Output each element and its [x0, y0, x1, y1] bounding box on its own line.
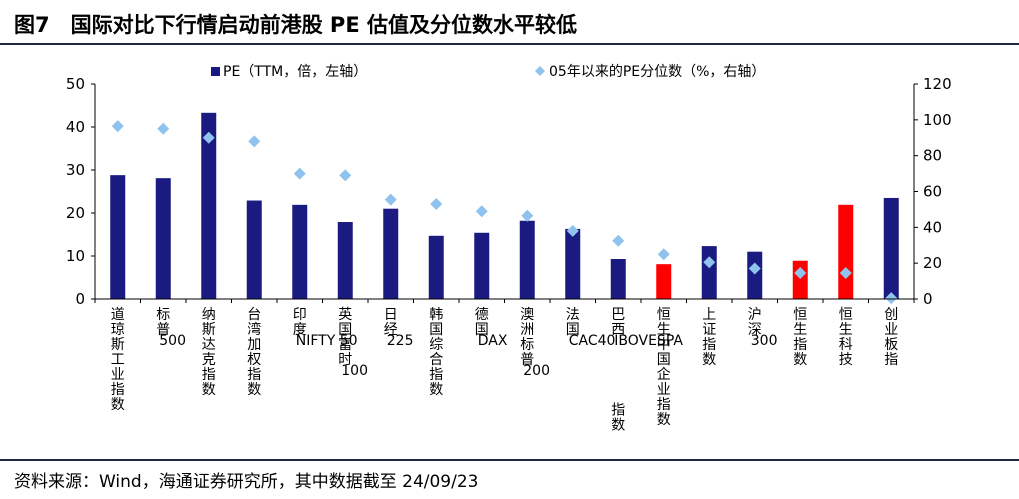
bar-11 — [610, 259, 626, 299]
category-label-15: 恒生指数 — [793, 307, 807, 368]
right-tick-label: 120 — [923, 75, 952, 93]
left-tick-label: 40 — [66, 118, 85, 136]
legend-bar-label: PE（TTM，倍，左轴） — [223, 64, 367, 80]
marker-7 — [430, 198, 443, 211]
category-label-10: 法国 CAC40 — [566, 307, 616, 349]
bar-1 — [155, 178, 171, 299]
category-label-1: 标普 500 — [156, 307, 186, 349]
bar-15 — [792, 260, 808, 299]
axes: 0 10 20 30 40 50 0 20 40 60 80 100 120 — [66, 75, 952, 308]
chart-title: 图7 国际对比下行情启动前港股 PE 估值及分位数水平较低 — [14, 13, 577, 37]
category-label-17: 创业板指 — [884, 307, 898, 368]
bar-13 — [701, 246, 717, 299]
bar-9 — [519, 220, 535, 299]
bar-17 — [883, 197, 899, 299]
title-rule — [0, 43, 1019, 45]
category-label-7: 韩国综合指数 — [429, 307, 443, 398]
bars — [110, 112, 899, 299]
category-label-13: 上证指数 — [702, 307, 716, 368]
bar-4 — [292, 204, 308, 299]
chart: PE（TTM，倍，左轴） 05年以来的PE分位数（%，右轴） 0 10 20 30 40 5… — [66, 64, 952, 434]
marker-1 — [157, 122, 170, 135]
title-bar: 图7 国际对比下行情启动前港股 PE 估值及分位数水平较低 — [0, 0, 1019, 44]
bar-3 — [246, 200, 262, 299]
legend-marker-label: 05年以来的PE分位数（%，右轴） — [549, 64, 765, 80]
marker-9 — [521, 209, 534, 222]
category-label-12: 恒生中国企业指数 — [657, 307, 671, 428]
bar-2 — [201, 112, 217, 299]
category-label-3: 台湾加权指数 — [247, 307, 261, 398]
category-label-4: 印度 NIFTY 50 — [293, 307, 358, 349]
marker-3 — [248, 135, 261, 148]
category-label-11: 巴西 IBOVESPA 指数 — [611, 307, 683, 434]
marker-13 — [703, 256, 716, 269]
marker-4 — [293, 167, 306, 180]
left-tick-label: 10 — [66, 247, 85, 265]
category-label-8: 德国 DAX — [475, 307, 508, 349]
category-label-6: 日经 225 — [384, 307, 414, 349]
bar-10 — [565, 228, 581, 299]
marker-12 — [657, 248, 670, 261]
bar-6 — [383, 208, 399, 299]
marker-6 — [384, 193, 397, 206]
source-note: 资料来源：Wind，海通证券研究所，其中数据截至 24/09/23 — [14, 472, 479, 492]
right-tick-label: 0 — [923, 290, 933, 308]
left-tick-label: 30 — [66, 161, 85, 179]
marker-15 — [794, 267, 807, 280]
right-tick-label: 100 — [923, 111, 952, 129]
left-tick-label: 20 — [66, 204, 85, 222]
bar-7 — [428, 235, 444, 299]
markers — [111, 120, 898, 305]
category-label-5: 英国富时 100 — [338, 306, 368, 379]
legend-marker-swatch — [535, 66, 545, 76]
marker-10 — [566, 224, 579, 237]
category-label-16: 恒生科技 — [839, 307, 853, 368]
source-rule — [0, 459, 1019, 461]
bar-12 — [656, 264, 672, 299]
bar-5 — [337, 222, 353, 299]
bar-8 — [474, 232, 490, 299]
right-tick-label: 20 — [923, 254, 942, 272]
right-tick-label: 60 — [923, 183, 942, 201]
marker-8 — [475, 205, 488, 218]
bar-14 — [747, 251, 763, 299]
marker-14 — [748, 262, 761, 275]
marker-0 — [111, 120, 124, 133]
legend-bar-swatch — [211, 67, 220, 76]
left-tick-label: 0 — [75, 290, 85, 308]
bar-16 — [838, 204, 854, 299]
marker-2 — [202, 131, 215, 144]
category-label-14: 沪深 300 — [748, 307, 778, 349]
left-tick-label: 50 — [66, 75, 85, 93]
bar-0 — [110, 175, 126, 299]
right-tick-label: 40 — [923, 218, 942, 236]
marker-16 — [839, 267, 852, 280]
category-label-9: 澳洲标普 200 — [520, 307, 550, 379]
marker-17 — [885, 292, 898, 305]
legend: PE（TTM，倍，左轴） 05年以来的PE分位数（%，右轴） — [211, 64, 765, 80]
category-label-2: 纳斯达克指数 — [202, 307, 216, 398]
marker-11 — [612, 234, 625, 247]
category-label-0: 道琼斯工业指数 — [111, 307, 125, 413]
right-tick-label: 80 — [923, 147, 942, 165]
marker-5 — [339, 169, 352, 182]
